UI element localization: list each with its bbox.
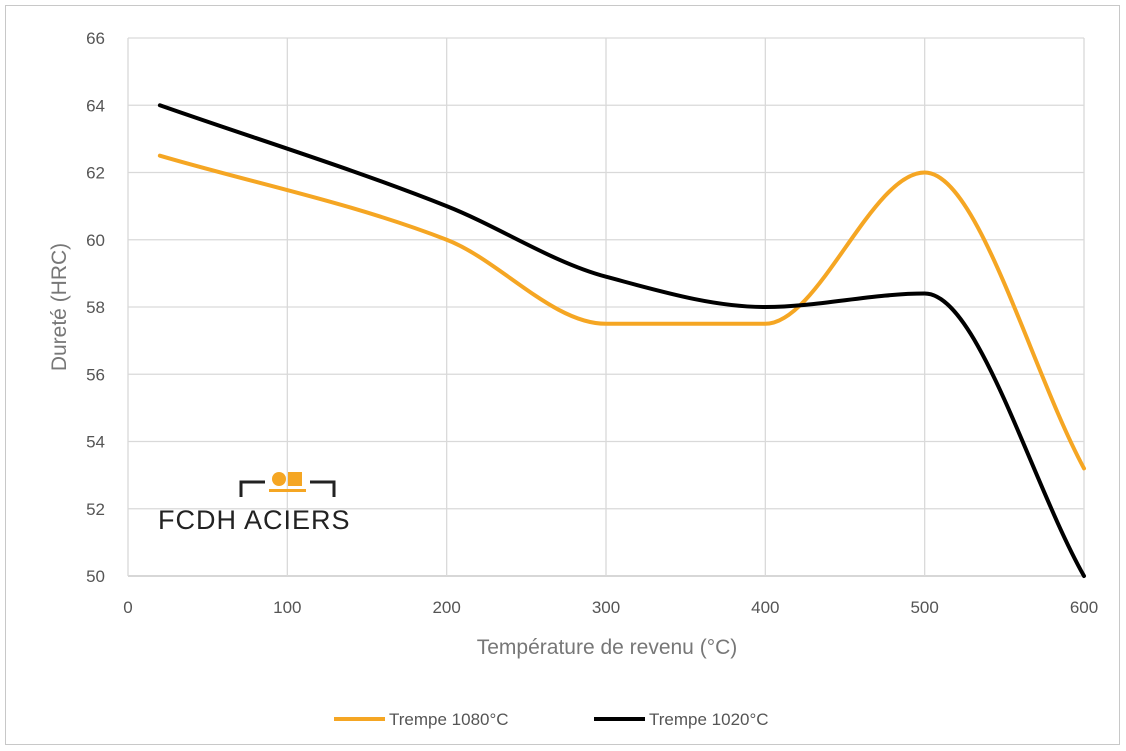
y-tick-label: 50 — [86, 567, 105, 586]
legend: Trempe 1080°C Trempe 1020°C — [334, 710, 769, 729]
y-axis-title: Dureté (HRC) — [48, 243, 71, 371]
fcdh-aciers-logo: FCDH ACIERS — [158, 472, 351, 535]
y-tick-label: 64 — [86, 96, 105, 115]
x-tick-label: 100 — [273, 598, 301, 617]
x-tick-label: 300 — [592, 598, 620, 617]
legend-label-1080: Trempe 1080°C — [389, 710, 509, 729]
logo-underline — [269, 489, 306, 492]
series-lines — [157, 103, 1086, 578]
legend-label-1020: Trempe 1020°C — [649, 710, 769, 729]
logo-text: FCDH ACIERS — [158, 505, 351, 535]
y-tick-label: 56 — [86, 365, 105, 384]
logo-bracket-right — [310, 480, 336, 497]
series-line-0 — [157, 153, 1086, 471]
x-tick-label: 500 — [910, 598, 938, 617]
y-tick-label: 54 — [86, 433, 105, 452]
logo-square-icon — [288, 472, 302, 486]
x-tick-labels: 0 100 200 300 400 500 600 — [123, 598, 1098, 617]
x-tick-label: 0 — [123, 598, 132, 617]
series-line-1 — [157, 103, 1086, 578]
x-tick-label: 400 — [751, 598, 779, 617]
y-tick-labels: 50 52 54 56 58 60 62 64 66 — [86, 29, 105, 586]
x-tick-label: 200 — [432, 598, 460, 617]
logo-bracket-left — [239, 480, 265, 497]
y-tick-label: 66 — [86, 29, 105, 48]
y-tick-label: 58 — [86, 298, 105, 317]
y-tick-label: 60 — [86, 231, 105, 250]
x-tick-label: 600 — [1070, 598, 1098, 617]
y-tick-label: 52 — [86, 500, 105, 519]
x-axis-title: Température de revenu (°C) — [477, 636, 738, 659]
logo-circle-icon — [272, 472, 286, 486]
y-tick-label: 62 — [86, 164, 105, 183]
grid — [127, 37, 1085, 577]
chart-frame — [5, 5, 1120, 745]
